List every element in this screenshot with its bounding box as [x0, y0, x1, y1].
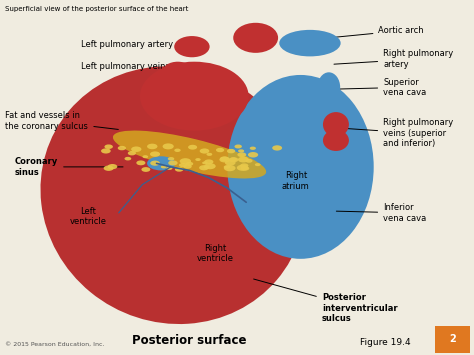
Ellipse shape [168, 160, 178, 165]
Ellipse shape [246, 159, 253, 163]
Ellipse shape [241, 166, 249, 171]
Text: Right
ventricle: Right ventricle [197, 244, 234, 263]
Ellipse shape [224, 165, 236, 171]
Ellipse shape [186, 162, 193, 166]
Ellipse shape [188, 145, 197, 150]
Ellipse shape [248, 152, 258, 158]
Ellipse shape [166, 166, 173, 170]
Ellipse shape [128, 151, 136, 155]
Ellipse shape [204, 163, 216, 169]
Ellipse shape [101, 148, 111, 154]
Ellipse shape [229, 157, 238, 162]
Text: Posterior
interventricular
sulcus: Posterior interventricular sulcus [254, 279, 397, 323]
Text: 2: 2 [450, 334, 456, 344]
Ellipse shape [163, 62, 193, 81]
Ellipse shape [174, 149, 181, 152]
Ellipse shape [224, 165, 230, 169]
Ellipse shape [225, 160, 236, 165]
Ellipse shape [279, 30, 341, 56]
Ellipse shape [143, 155, 148, 158]
Ellipse shape [131, 147, 141, 152]
Ellipse shape [255, 163, 261, 166]
Ellipse shape [200, 148, 210, 154]
Text: Coronary
sinus: Coronary sinus [15, 157, 123, 176]
Text: Left pulmonary veins: Left pulmonary veins [81, 62, 178, 73]
Ellipse shape [150, 160, 160, 166]
Ellipse shape [161, 165, 167, 169]
Text: Posterior surface: Posterior surface [132, 334, 247, 346]
Text: Right pulmonary
veins (superior
and inferior): Right pulmonary veins (superior and infe… [341, 119, 454, 148]
Ellipse shape [147, 144, 157, 149]
Text: Superior
vena cava: Superior vena cava [339, 78, 427, 97]
Ellipse shape [199, 165, 209, 170]
Ellipse shape [195, 158, 201, 161]
Ellipse shape [104, 144, 113, 149]
Text: Left
ventricle: Left ventricle [70, 207, 107, 226]
Ellipse shape [233, 23, 278, 53]
Ellipse shape [174, 36, 210, 57]
Text: Aortic arch: Aortic arch [332, 26, 424, 38]
Ellipse shape [104, 165, 114, 171]
Ellipse shape [163, 143, 174, 149]
Ellipse shape [204, 159, 213, 164]
Text: Figure 19.4: Figure 19.4 [360, 338, 410, 346]
Ellipse shape [108, 164, 118, 169]
Ellipse shape [219, 157, 230, 163]
Ellipse shape [235, 144, 242, 148]
Ellipse shape [237, 152, 246, 157]
Ellipse shape [228, 75, 374, 259]
Ellipse shape [238, 149, 244, 153]
Ellipse shape [125, 157, 131, 160]
Ellipse shape [250, 147, 256, 150]
Ellipse shape [323, 130, 349, 151]
Ellipse shape [175, 167, 183, 172]
Ellipse shape [137, 160, 146, 165]
Ellipse shape [220, 156, 229, 161]
Text: Left
atrium: Left atrium [183, 100, 210, 120]
Ellipse shape [179, 163, 187, 167]
Ellipse shape [204, 165, 210, 169]
Ellipse shape [238, 157, 249, 163]
Ellipse shape [147, 156, 175, 170]
Text: © 2015 Pearson Education, Inc.: © 2015 Pearson Education, Inc. [5, 342, 105, 346]
Ellipse shape [227, 149, 235, 153]
Text: Fat and vessels in
the coronary sulcus: Fat and vessels in the coronary sulcus [5, 111, 118, 131]
Text: Right pulmonary
artery: Right pulmonary artery [334, 49, 454, 69]
Ellipse shape [140, 62, 248, 131]
Text: Left pulmonary artery: Left pulmonary artery [81, 40, 194, 52]
Text: Inferior
vena cava: Inferior vena cava [337, 203, 427, 223]
Ellipse shape [183, 164, 192, 169]
Ellipse shape [272, 145, 282, 151]
Ellipse shape [278, 196, 318, 233]
Ellipse shape [240, 163, 248, 168]
Ellipse shape [202, 162, 208, 164]
Ellipse shape [180, 158, 191, 164]
Ellipse shape [216, 148, 224, 152]
Text: Superficial view of the posterior surface of the heart: Superficial view of the posterior surfac… [5, 6, 189, 12]
Text: Right
atrium: Right atrium [282, 171, 310, 191]
Ellipse shape [150, 151, 160, 157]
Ellipse shape [113, 131, 266, 179]
Ellipse shape [237, 165, 248, 171]
Ellipse shape [318, 72, 340, 102]
Ellipse shape [323, 112, 349, 137]
Ellipse shape [168, 157, 174, 160]
Ellipse shape [229, 157, 237, 161]
Ellipse shape [207, 153, 212, 156]
FancyBboxPatch shape [435, 326, 471, 353]
Ellipse shape [118, 146, 126, 150]
Ellipse shape [141, 167, 150, 172]
Ellipse shape [40, 66, 306, 324]
